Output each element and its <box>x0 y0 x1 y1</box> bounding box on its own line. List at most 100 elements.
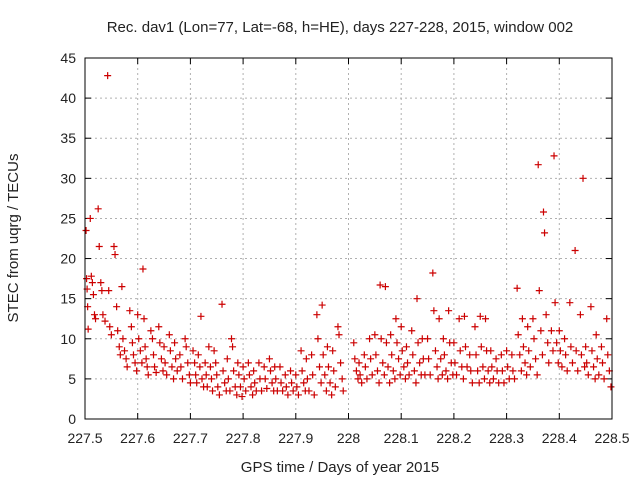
data-point <box>106 323 114 331</box>
data-point <box>224 375 232 383</box>
data-point <box>444 375 452 383</box>
x-tick-label: 227.8 <box>226 430 261 446</box>
data-point <box>386 379 394 387</box>
data-point <box>519 343 527 351</box>
data-point <box>355 359 363 367</box>
data-point <box>206 363 214 371</box>
data-point <box>309 371 317 379</box>
data-point <box>323 343 331 351</box>
data-point <box>486 379 494 387</box>
plot-frame <box>84 57 613 420</box>
data-point <box>297 347 305 355</box>
data-point <box>334 323 342 331</box>
data-point <box>84 325 92 333</box>
x-tick-label: 227.9 <box>278 430 313 446</box>
data-point <box>202 371 210 379</box>
data-point <box>95 243 103 251</box>
data-point <box>567 343 575 351</box>
data-point <box>591 375 599 383</box>
data-point <box>209 387 217 395</box>
data-point <box>168 363 176 371</box>
x-axis-label: GPS time / Days of year 2015 <box>241 459 439 476</box>
data-point <box>339 387 347 395</box>
data-point <box>101 317 109 325</box>
data-point <box>207 375 215 383</box>
data-point <box>588 347 596 355</box>
data-point <box>474 367 482 375</box>
data-point <box>263 385 271 393</box>
data-point <box>156 339 164 347</box>
data-point <box>410 367 418 375</box>
data-point <box>300 379 308 387</box>
data-point <box>472 351 480 359</box>
data-point <box>382 339 390 347</box>
data-point <box>437 355 445 363</box>
data-point <box>479 363 487 371</box>
data-point <box>358 379 366 387</box>
data-point <box>533 371 541 379</box>
data-point <box>321 371 329 379</box>
data-point <box>314 335 322 343</box>
data-point <box>590 363 598 371</box>
data-point <box>384 363 392 371</box>
data-point <box>192 371 200 379</box>
data-point <box>561 335 569 343</box>
data-point <box>366 335 374 343</box>
data-point <box>242 387 250 395</box>
data-point <box>549 347 557 355</box>
data-point <box>310 391 318 399</box>
data-point <box>144 371 152 379</box>
data-point <box>255 359 263 367</box>
data-point <box>116 351 124 359</box>
data-point <box>317 379 325 387</box>
data-point <box>131 359 139 367</box>
y-tick-label: 0 <box>68 411 76 427</box>
data-point <box>92 315 100 323</box>
data-point <box>328 391 336 399</box>
data-point <box>186 379 194 387</box>
x-tick-label: 228.5 <box>594 430 629 446</box>
data-point <box>581 363 589 371</box>
data-point <box>371 331 379 339</box>
data-point <box>401 375 409 383</box>
data-point <box>467 367 475 375</box>
data-point <box>409 351 417 359</box>
data-point <box>372 351 380 359</box>
data-point <box>532 355 540 363</box>
x-tick-label: 228 <box>337 430 361 446</box>
y-tick-label: 30 <box>60 170 76 186</box>
data-point <box>572 347 580 355</box>
data-point <box>603 315 611 323</box>
data-point <box>288 379 296 387</box>
data-point <box>558 363 566 371</box>
data-point <box>455 315 463 323</box>
data-point <box>398 347 406 355</box>
data-point <box>442 367 450 375</box>
data-point <box>381 283 389 291</box>
data-point <box>508 351 516 359</box>
data-point <box>492 355 500 363</box>
data-point <box>539 208 547 216</box>
data-point <box>521 359 529 367</box>
x-tick-label: 228.3 <box>489 430 524 446</box>
data-point <box>147 327 155 335</box>
data-point <box>326 379 334 387</box>
data-point <box>272 375 280 383</box>
data-point <box>526 363 534 371</box>
data-point <box>122 355 130 363</box>
data-point <box>148 335 156 343</box>
data-point <box>104 72 112 80</box>
data-point <box>173 367 181 375</box>
data-point <box>185 371 193 379</box>
data-point <box>236 383 244 391</box>
data-point <box>198 375 206 383</box>
data-point <box>265 355 273 363</box>
data-point <box>194 351 202 359</box>
data-point <box>99 311 107 319</box>
data-point <box>89 291 97 299</box>
data-point <box>138 359 146 367</box>
data-point <box>597 343 605 351</box>
data-point <box>212 359 220 367</box>
data-point <box>574 367 582 375</box>
